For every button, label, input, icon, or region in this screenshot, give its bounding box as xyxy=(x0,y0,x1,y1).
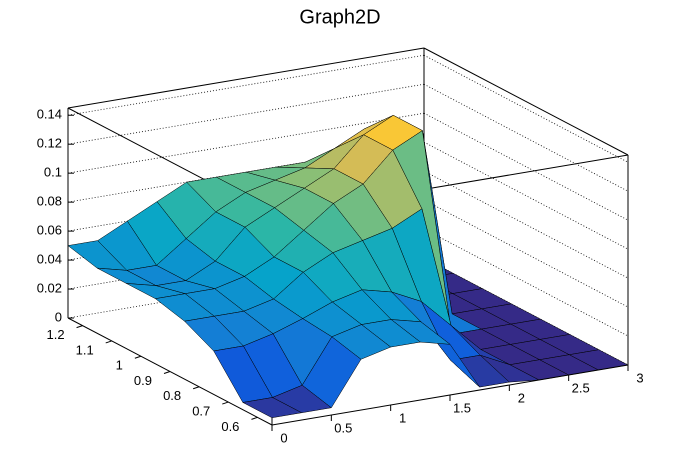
z-tick-label: 0.1 xyxy=(44,165,62,180)
x-tick-label: 0 xyxy=(280,430,287,445)
y-tick xyxy=(251,416,258,420)
y-tick xyxy=(76,325,83,329)
y-tick-label: 0.7 xyxy=(192,404,210,419)
y-tick-label: 1 xyxy=(116,358,123,373)
y-tick xyxy=(163,371,171,374)
y-tick xyxy=(134,355,142,359)
y-tick xyxy=(192,386,200,390)
surface-cell xyxy=(242,397,303,419)
box-edge xyxy=(423,47,629,156)
y-tick xyxy=(222,401,229,405)
x-tick-label: 1 xyxy=(399,410,406,425)
x-tick-label: 1.5 xyxy=(453,400,471,415)
x-tick-label: 2 xyxy=(518,390,525,405)
z-tick-label: 0.02 xyxy=(37,280,62,295)
x-tick-label: 2.5 xyxy=(572,380,590,395)
x-tick-label: 0.5 xyxy=(334,420,352,435)
z-tick-label: 0 xyxy=(55,309,62,324)
y-tick-label: 1.1 xyxy=(76,342,94,357)
y-tick-label: 0.8 xyxy=(163,388,181,403)
z-tick-label: 0.06 xyxy=(37,223,62,238)
z-tick-label: 0.14 xyxy=(37,107,62,122)
grid-line xyxy=(67,83,425,145)
x-tick-label: 3 xyxy=(636,370,643,385)
grid-line xyxy=(67,112,425,174)
box-edge xyxy=(67,47,425,109)
y-tick xyxy=(105,340,112,344)
y-tick-label: 0.9 xyxy=(134,373,152,388)
chart-title: Graph2D xyxy=(299,6,380,28)
z-tick-label: 0.04 xyxy=(37,252,62,267)
y-tick-label: 1.2 xyxy=(46,327,64,342)
z-tick-label: 0.12 xyxy=(37,136,62,151)
z-tick-label: 0.08 xyxy=(37,194,62,209)
y-tick-label: 0.6 xyxy=(221,419,239,434)
grid-line xyxy=(67,54,425,116)
